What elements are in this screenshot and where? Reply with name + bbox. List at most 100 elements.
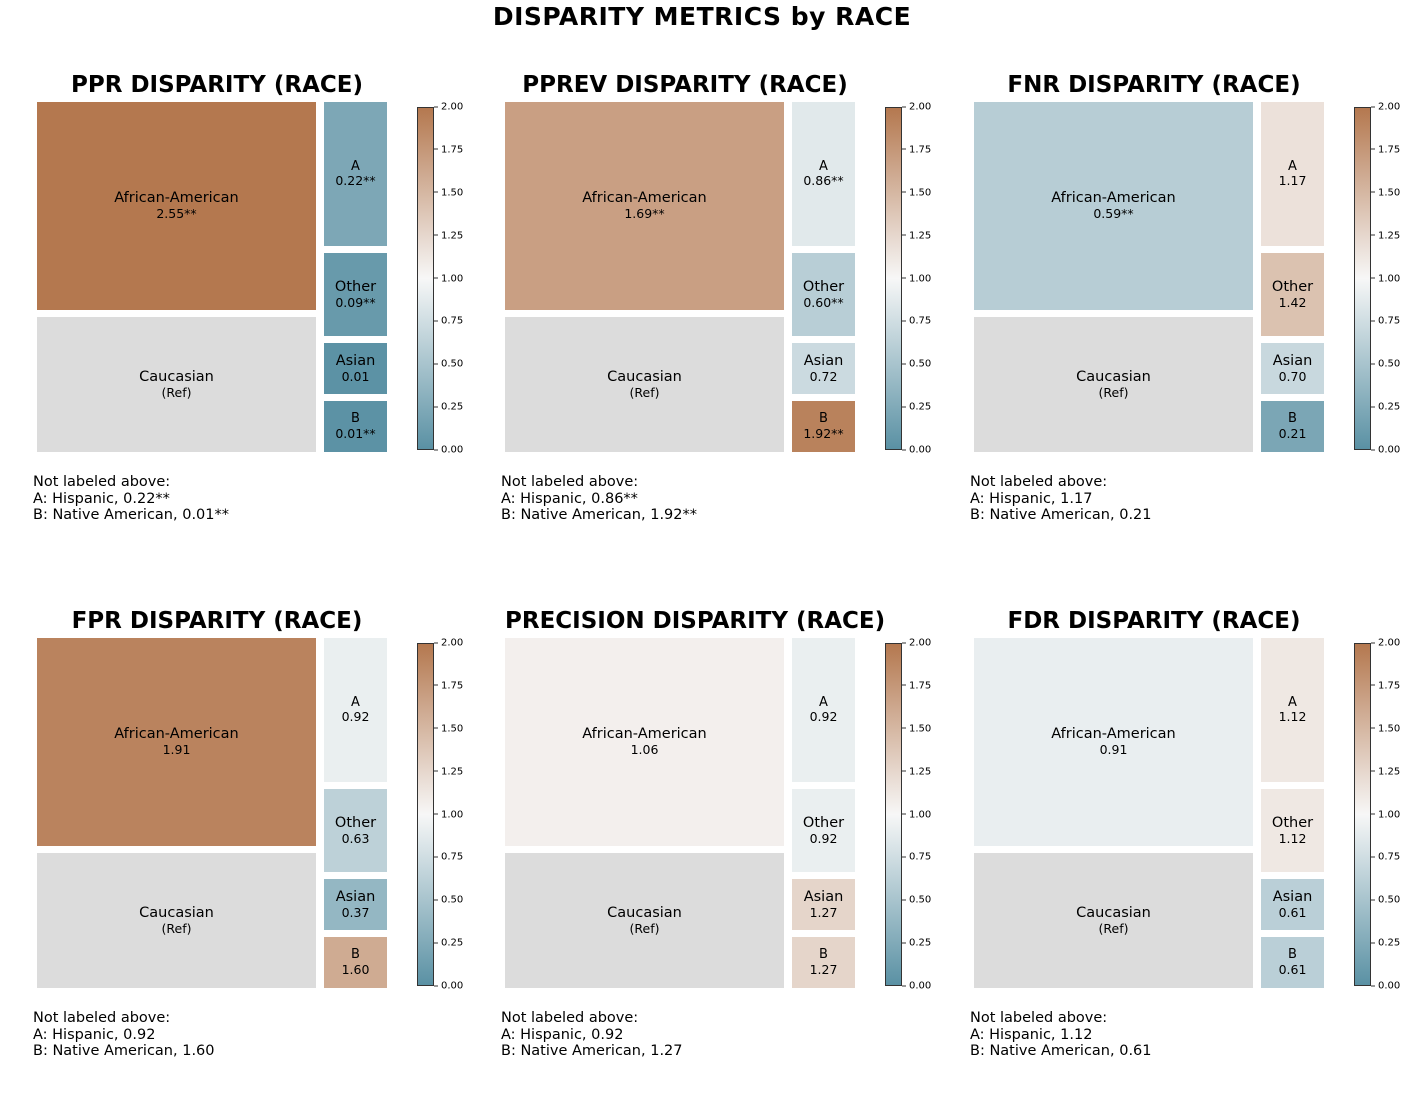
tile-label: Asian — [1272, 888, 1313, 905]
colorbar-tick-label: 1.50 — [902, 187, 931, 198]
treemap-tile: Asian 0.01 — [324, 343, 387, 394]
colorbar-ticks: 0.00 0.25 0.50 0.75 1.00 1.25 1.50 1.75 2.00 — [1371, 638, 1404, 992]
tile-label: A — [1288, 694, 1297, 710]
note-line: A: Hispanic, 1.12 — [970, 1026, 1093, 1043]
colorbar-tick-label: 0.00 — [1371, 445, 1400, 456]
treemap: African-American 0.59** Caucasian (Ref) A 1.1… — [974, 102, 1334, 457]
tile-label: B — [1288, 947, 1297, 963]
colorbar — [885, 643, 902, 986]
tile-label: A — [351, 158, 360, 174]
note-header: Not labeled above: — [501, 1010, 639, 1026]
note-header: Not labeled above: — [33, 474, 171, 490]
tile-value: 0.61 — [1278, 961, 1307, 977]
tile-value: (Ref) — [161, 920, 192, 936]
tile-label: Other — [1271, 278, 1314, 295]
treemap-tile: Caucasian (Ref) — [37, 853, 316, 988]
tile-label: A — [819, 158, 828, 174]
colorbar-tick-label: 2.00 — [1371, 638, 1400, 649]
tile-value: 0.92 — [341, 709, 370, 725]
colorbar-tick-label: 1.25 — [434, 230, 463, 241]
unlabeled-note: Not labeled above: A: Hispanic, 1.17 B: Na… — [970, 474, 1152, 524]
colorbar-tick-label: 2.00 — [434, 102, 463, 113]
tile-label: Asian — [1272, 352, 1313, 369]
treemap: African-American 2.55** Caucasian (Ref) A 0.2… — [37, 102, 397, 457]
note-line: B: Native American, 1.27 — [501, 1043, 683, 1059]
chart-title: FPR DISPARITY (RACE) — [71, 608, 363, 634]
colorbar-tick-label: 1.25 — [434, 766, 463, 777]
colorbar-tick-label: 0.00 — [434, 981, 463, 992]
tile-label: B — [351, 411, 360, 427]
treemap-tile: Asian 0.72 — [792, 343, 855, 394]
tile-label: Caucasian — [1076, 368, 1151, 385]
tile-label: A — [1288, 158, 1297, 174]
colorbar-tick-label: 1.75 — [434, 680, 463, 691]
colorbar-tick-label: 2.00 — [434, 638, 463, 649]
tile-value: 0.72 — [809, 368, 838, 384]
chart-panel: FPR DISPARITY (RACE) African-American 1.91… — [33, 608, 497, 1108]
tile-label: Caucasian — [1076, 904, 1151, 921]
colorbar-tick-label: 2.00 — [1371, 102, 1400, 113]
tile-value: 0.09** — [335, 294, 376, 310]
colorbar-ticks: 0.00 0.25 0.50 0.75 1.00 1.25 1.50 1.75 2.00 — [902, 638, 962, 992]
colorbar-tick-label: 0.75 — [434, 316, 463, 327]
colorbar-ticks: 0.00 0.25 0.50 0.75 1.00 1.25 1.50 1.75 2.00 — [902, 102, 962, 456]
treemap: African-American 0.91 Caucasian (Ref) A 1.12 O… — [974, 638, 1334, 993]
treemap: African-American 1.69** Caucasian (Ref) A 0.8… — [505, 102, 865, 457]
treemap-tile: B 1.27 — [792, 937, 855, 988]
treemap-tile: Other 0.09** — [324, 253, 387, 336]
tile-label: Other — [334, 814, 377, 831]
chart-title: FNR DISPARITY (RACE) — [1007, 72, 1301, 98]
tile-value: 1.42 — [1278, 294, 1307, 310]
tile-label: Caucasian — [607, 904, 682, 921]
tile-label: Asian — [335, 352, 376, 369]
treemap-tile: Asian 0.61 — [1261, 879, 1324, 930]
figure-title: DISPARITY METRICS by RACE — [492, 2, 912, 31]
note-line: A: Hispanic, 0.22** — [33, 490, 170, 507]
colorbar-tick-label: 1.50 — [1371, 187, 1400, 198]
colorbar-ticks: 0.00 0.25 0.50 0.75 1.00 1.25 1.50 1.75 2.00 — [434, 102, 494, 456]
treemap-tile: B 1.60 — [324, 937, 387, 988]
note-line: B: Native American, 1.60 — [33, 1043, 215, 1059]
note-header: Not labeled above: — [33, 1010, 171, 1026]
tile-value: 0.86** — [803, 173, 844, 189]
treemap: African-American 1.06 Caucasian (Ref) A 0.92 O… — [505, 638, 865, 993]
tile-value: 0.63 — [341, 830, 370, 846]
treemap-tile: African-American 1.91 — [37, 638, 316, 846]
colorbar-tick-label: 1.25 — [902, 230, 931, 241]
tile-value: 1.92** — [803, 425, 844, 441]
colorbar-tick-label: 1.00 — [902, 809, 931, 820]
colorbar-tick-label: 0.75 — [902, 316, 931, 327]
treemap: African-American 1.91 Caucasian (Ref) A 0.92 O… — [37, 638, 397, 993]
treemap-tile: Other 0.63 — [324, 789, 387, 872]
tile-value: 0.37 — [341, 904, 370, 920]
tile-label: Caucasian — [607, 368, 682, 385]
tile-value: 0.01** — [335, 425, 376, 441]
tile-value: (Ref) — [1098, 920, 1129, 936]
note-header: Not labeled above: — [501, 474, 639, 490]
treemap-tile: A 1.12 — [1261, 638, 1324, 782]
chart-panel: PPR DISPARITY (RACE) African-American 2.55… — [33, 72, 497, 572]
colorbar-tick-label: 1.00 — [434, 273, 463, 284]
colorbar-tick-label: 0.75 — [902, 852, 931, 863]
colorbar-tick-label: 0.75 — [1371, 852, 1400, 863]
tile-label: Asian — [335, 888, 376, 905]
treemap-tile: A 1.17 — [1261, 102, 1324, 246]
treemap-tile: Caucasian (Ref) — [505, 853, 784, 988]
unlabeled-note: Not labeled above: A: Hispanic, 0.92 B: Na… — [33, 1010, 215, 1060]
chart-panel: FNR DISPARITY (RACE) African-American 0.59… — [970, 72, 1404, 572]
tile-label: A — [819, 694, 828, 710]
colorbar-ticks: 0.00 0.25 0.50 0.75 1.00 1.25 1.50 1.75 2.00 — [1371, 102, 1404, 456]
treemap-tile: A 0.22** — [324, 102, 387, 246]
unlabeled-note: Not labeled above: A: Hispanic, 0.86** B: … — [501, 474, 697, 524]
colorbar-tick-label: 0.50 — [434, 895, 463, 906]
treemap-tile: B 0.21 — [1261, 401, 1324, 452]
colorbar-tick-label: 1.00 — [434, 809, 463, 820]
colorbar-tick-label: 0.50 — [902, 895, 931, 906]
colorbar-tick-label: 1.75 — [902, 680, 931, 691]
treemap-tile: Caucasian (Ref) — [974, 853, 1253, 988]
tile-label: Other — [1271, 814, 1314, 831]
treemap-tile: A 0.92 — [324, 638, 387, 782]
unlabeled-note: Not labeled above: A: Hispanic, 1.12 B: Na… — [970, 1010, 1152, 1060]
tile-label: A — [351, 694, 360, 710]
tile-label: African-American — [582, 190, 707, 207]
